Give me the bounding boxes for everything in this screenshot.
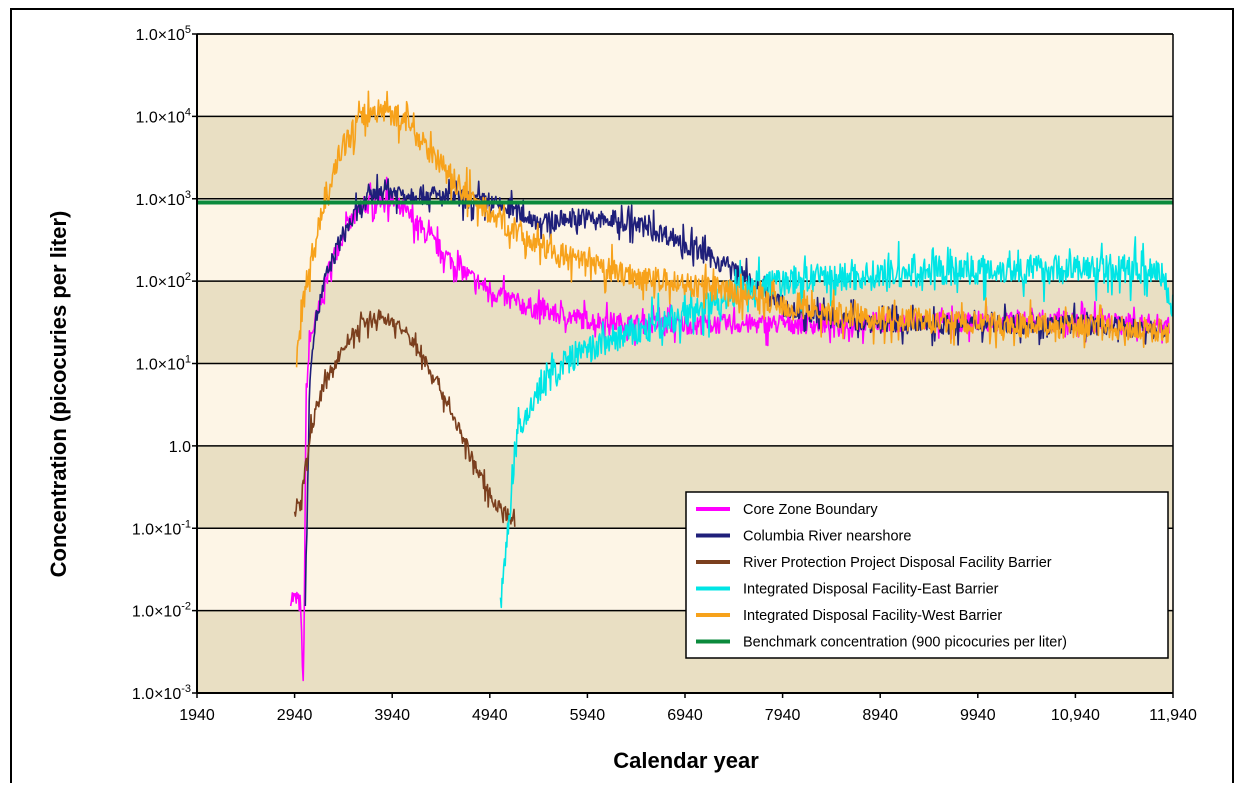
x-tick-label: 2940 [277,707,313,724]
y-tick-label: 1.0 [169,439,191,456]
series-line [499,236,1174,609]
x-tick-label: 6940 [667,707,703,724]
series-path [295,90,1170,368]
legend-label: Benchmark concentration (900 picocuries … [743,635,1067,651]
x-tick-label: 3940 [374,707,410,724]
y-tick-label: 1.0×105 [135,24,191,44]
x-tick-label: 7940 [765,707,801,724]
x-tick-labels: 1940 2940 3940 4940 5940 6940 7940 8940 9940 10,9… [179,693,1197,724]
series-line [293,309,516,527]
background-band [197,116,1173,199]
legend: Core Zone Boundary Columbia River nearsho… [685,491,1169,659]
background-band [197,34,1173,117]
legend-label: Columbia River nearshore [743,529,911,545]
series-path [293,309,516,527]
x-tick-label: 4940 [472,707,508,724]
x-tick-label: 10,940 [1051,707,1100,724]
y-tick-label: 1.0×102 [135,271,191,291]
background-band [197,363,1173,446]
y-tick-label: 1.0×10-2 [132,601,191,621]
legend-label: Integrated Disposal Facility-West Barrie… [743,608,1002,624]
series-layer [197,90,1174,682]
legend-label: River Protection Project Disposal Facili… [743,555,1052,571]
y-tick-label: 1.0×103 [135,189,191,209]
x-tick-label: 5940 [570,707,606,724]
x-tick-label: 9940 [960,707,996,724]
x-axis-title: Calendar year [613,748,759,773]
legend-box [685,491,1169,659]
x-tick-label: 8940 [862,707,898,724]
y-axis-title: Concentration (picocuries per liter) [46,211,71,578]
series-path [499,236,1174,609]
x-tick-label: 1940 [179,707,215,724]
y-tick-label: 1.0×10-3 [132,683,191,703]
series-line [295,90,1170,368]
x-tick-label: 11,940 [1149,707,1197,724]
y-tick-label: 1.0×101 [135,354,191,374]
y-tick-labels: 1.0×10-3 1.0×10-2 1.0×10-1 1.0 1.0×101 1.0×10… [132,24,197,703]
legend-label: Integrated Disposal Facility-East Barrie… [743,582,999,598]
y-tick-label: 1.0×10-1 [132,518,191,538]
y-tick-label: 1.0×104 [135,106,191,126]
chart-frame [10,8,1234,783]
legend-label: Core Zone Boundary [743,502,878,518]
axes [196,33,1174,694]
